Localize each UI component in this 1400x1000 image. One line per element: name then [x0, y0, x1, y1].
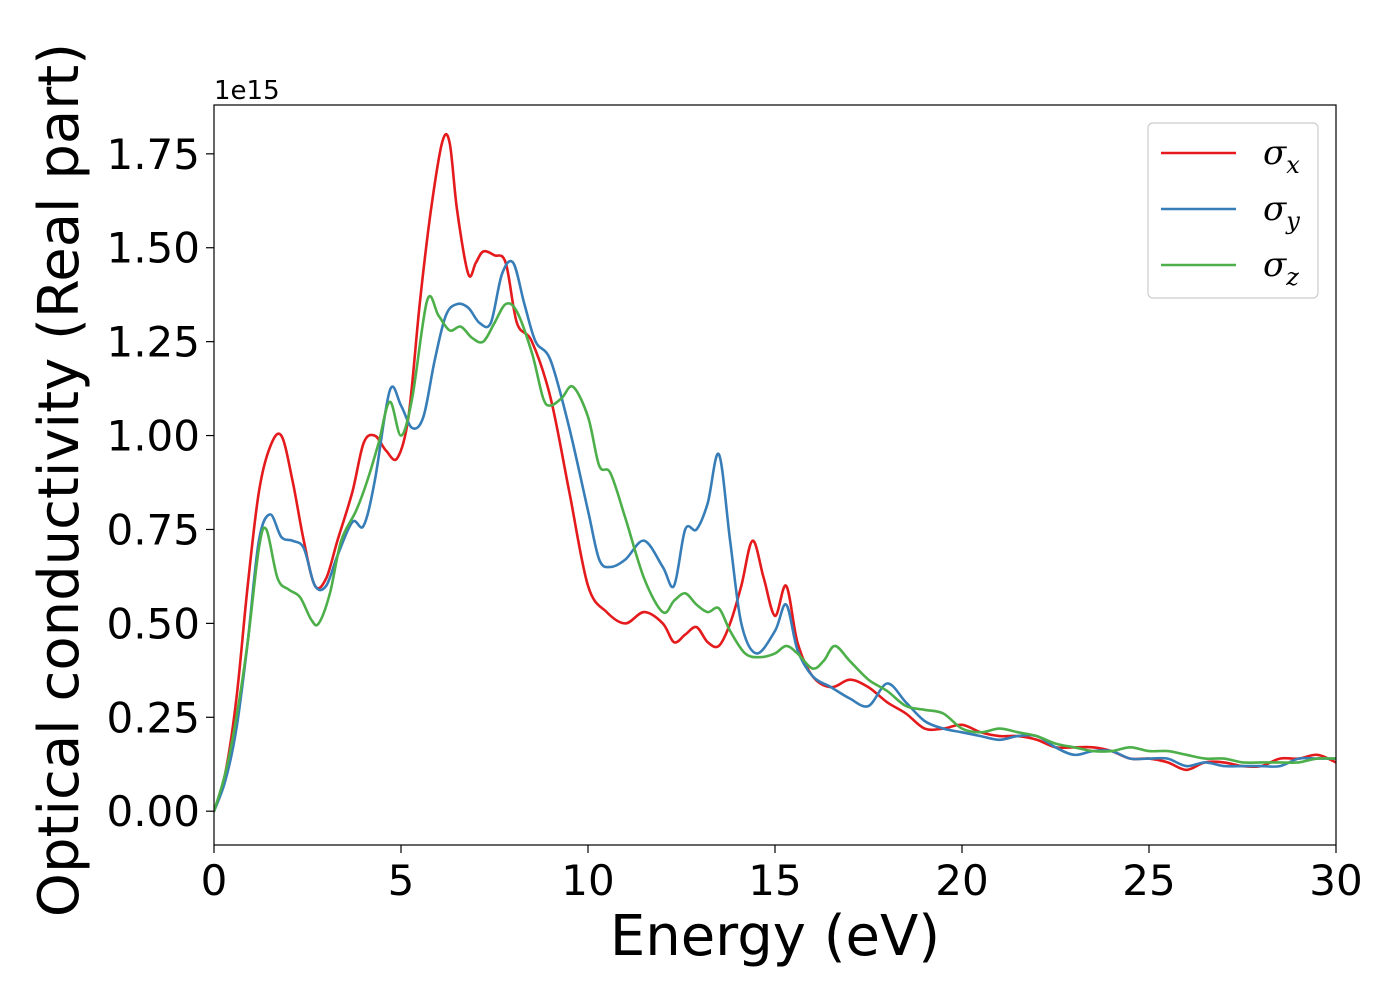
- legend-label-x: σx: [1263, 133, 1300, 179]
- y-tick-label: 1.75: [106, 130, 200, 179]
- y-tick-label: 0.50: [106, 599, 200, 648]
- x-tick-label: 25: [1122, 856, 1175, 905]
- y-axis-title: Optical conductivity (Real part): [27, 43, 92, 917]
- x-axis-title: Energy (eV): [610, 904, 940, 969]
- x-tick-label: 5: [388, 856, 415, 905]
- legend: σx σy σz: [1147, 122, 1319, 299]
- x-tick-label: 30: [1309, 856, 1362, 905]
- x-tick-label: 20: [935, 856, 988, 905]
- y-tick-label: 1.50: [106, 224, 200, 273]
- legend-label-z: σz: [1263, 245, 1299, 291]
- x-axis: 0 5 10 15 20 25 30: [201, 845, 1363, 905]
- y-tick-label: 0.75: [106, 505, 200, 554]
- series-line-z: [214, 294, 1336, 813]
- y-axis: 0.00 0.25 0.50 0.75 1.00 1.25 1.50 1.75: [106, 130, 214, 836]
- y-tick-label: 0.25: [106, 693, 200, 742]
- x-tick-label: 15: [748, 856, 801, 905]
- x-tick-label: 10: [561, 856, 614, 905]
- series-line-x: [214, 132, 1336, 813]
- legend-box: [1147, 122, 1319, 299]
- plot-lines: [214, 132, 1336, 813]
- y-tick-label: 1.00: [106, 412, 200, 461]
- legend-label-y: σy: [1263, 189, 1300, 235]
- y-tick-label: 0.00: [106, 787, 200, 836]
- y-tick-label: 1.25: [106, 318, 200, 367]
- x-tick-label: 0: [201, 856, 228, 905]
- y-axis-offset-label: 1e15: [214, 76, 280, 106]
